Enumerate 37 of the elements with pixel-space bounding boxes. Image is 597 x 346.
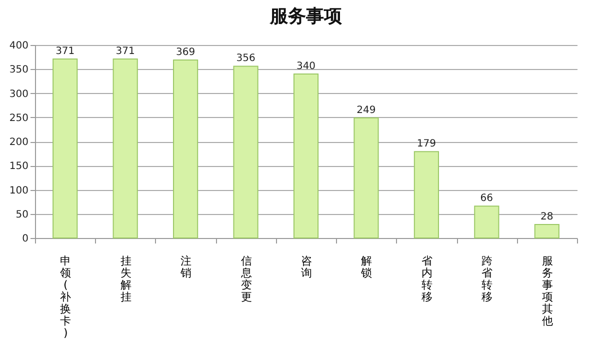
y-tick-label: 50 (16, 209, 28, 220)
data-label: 371 (116, 46, 135, 57)
x-tick-label: 咨询 (301, 254, 312, 280)
data-label: 66 (480, 193, 494, 204)
data-label: 340 (296, 60, 316, 72)
x-tick-label: 省内转移 (421, 254, 432, 304)
y-tick-label: 0 (22, 234, 28, 244)
bar (112, 58, 138, 238)
x-tick-label: 解锁 (360, 254, 372, 280)
y-tick-label: 250 (9, 112, 28, 124)
bar (293, 73, 319, 238)
data-label: 371 (56, 46, 75, 57)
x-tick-label: 跨省转移 (482, 254, 493, 304)
bar (233, 66, 258, 238)
y-tick-label: 400 (9, 40, 28, 52)
y-tick-label: 100 (9, 185, 28, 196)
data-label: 28 (540, 211, 554, 222)
bar (414, 151, 439, 238)
y-tick-label: 150 (9, 161, 28, 172)
y-tick-label: 200 (9, 137, 28, 148)
y-tick-label: 300 (9, 88, 28, 100)
bar (173, 59, 198, 238)
x-tick-label: 挂失解挂 (120, 254, 132, 304)
x-tick-label: 注销 (180, 254, 192, 280)
x-tick-label: 服务事项其他 (542, 254, 553, 328)
bar (52, 58, 78, 238)
chart-title: 服务事项 (269, 6, 342, 27)
bar (354, 117, 379, 238)
data-label: 369 (176, 46, 196, 58)
y-tick-label: 350 (9, 64, 28, 76)
bar (474, 206, 500, 238)
x-tick-label: 信息变更 (240, 254, 252, 304)
x-tick-label: 申领(补换卡) (60, 254, 72, 340)
data-label: 356 (236, 53, 256, 64)
bar (534, 224, 560, 238)
data-label: 249 (356, 104, 376, 116)
data-label: 179 (416, 138, 436, 150)
